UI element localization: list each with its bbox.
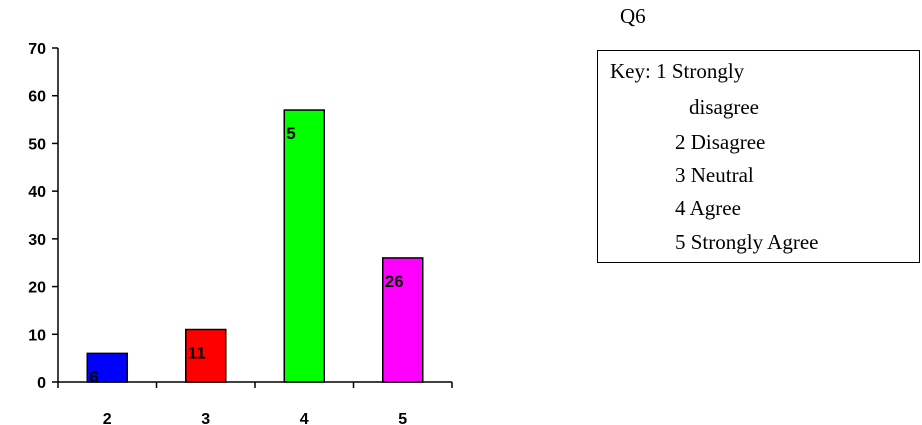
y-tick-label: 60 (28, 89, 46, 106)
bar-value-label: 11 (188, 344, 206, 363)
x-tick-label: 2 (103, 411, 112, 425)
y-tick-label: 40 (28, 184, 46, 201)
x-tick-label: 5 (398, 411, 407, 425)
y-tick-label: 10 (28, 327, 46, 344)
y-tick-label: 30 (28, 232, 46, 249)
key-line-4: 3 Neutral (675, 163, 754, 187)
y-tick-label: 50 (28, 136, 46, 153)
y-tick-label: 20 (28, 280, 46, 297)
key-line-3: 2 Disagree (675, 130, 766, 154)
bar-value-label: 26 (385, 272, 404, 291)
question-label: Q6 (620, 4, 646, 28)
x-tick-label: 3 (201, 411, 210, 425)
key-line-5: 4 Agree (675, 196, 741, 220)
x-tick-label: 4 (300, 411, 309, 425)
key-box: Key: 1 Strongly disagree 2 Disagree 3 Ne… (597, 50, 920, 263)
bar-value-label: 6 (89, 367, 98, 386)
bar-value-label: 5 (286, 124, 295, 143)
y-tick-label: 0 (37, 375, 46, 392)
key-line-1: Key: 1 Strongly (610, 59, 745, 83)
y-tick-label: 70 (28, 41, 46, 58)
bar-5 (382, 257, 424, 383)
key-line-2: disagree (689, 95, 759, 119)
bar-4 (283, 109, 325, 383)
key-line-6: 5 Strongly Agree (675, 230, 819, 254)
